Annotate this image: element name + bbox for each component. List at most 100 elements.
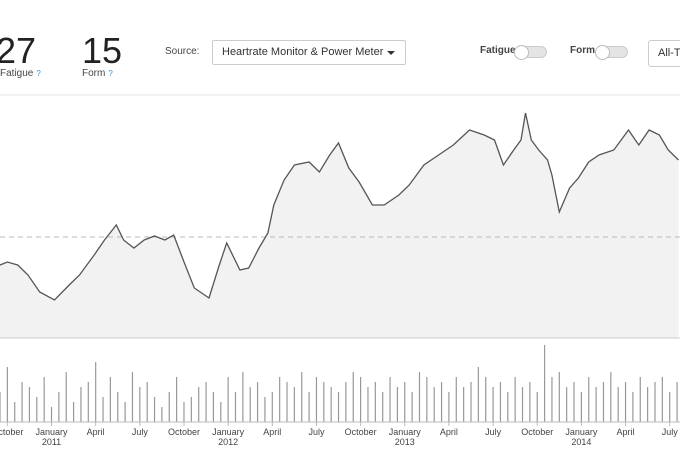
year-label: 2011 <box>42 437 61 447</box>
x-tick-label: April <box>617 427 635 437</box>
bar <box>264 397 266 422</box>
bar <box>146 382 148 422</box>
x-tick-label: July <box>308 427 325 437</box>
bar <box>411 392 413 422</box>
bar <box>543 345 546 422</box>
toggle-knob <box>595 45 610 60</box>
bar <box>676 382 678 422</box>
bar <box>418 372 421 422</box>
bar <box>580 392 582 422</box>
form-value: 15 <box>82 30 123 71</box>
toggle-form[interactable] <box>595 45 628 60</box>
bar <box>301 372 303 422</box>
bar <box>36 397 38 422</box>
bar <box>558 372 560 422</box>
bar <box>315 377 318 422</box>
area <box>0 113 679 338</box>
x-tick-label: October <box>0 427 23 437</box>
bar <box>448 392 450 422</box>
bar <box>6 367 8 422</box>
bar <box>124 402 126 422</box>
x-tick-label: October <box>345 427 377 437</box>
bar <box>337 392 340 422</box>
bar <box>389 377 391 422</box>
bar <box>382 392 384 422</box>
bar <box>72 402 75 422</box>
bar <box>183 402 185 422</box>
bar <box>661 377 663 422</box>
source-select[interactable]: Heartrate Monitor & Power Meter <box>212 40 406 65</box>
bar <box>507 392 509 422</box>
toggle-fatigue-label: Fatigue <box>480 45 516 56</box>
bar <box>102 397 104 422</box>
bar <box>433 387 435 422</box>
bar <box>521 387 524 422</box>
bar <box>404 382 406 422</box>
year-label: 2012 <box>218 437 238 447</box>
bar <box>50 407 53 422</box>
bar <box>80 387 82 422</box>
bar <box>529 382 531 422</box>
range-button[interactable]: All-T <box>648 40 680 67</box>
help-link[interactable]: ? <box>36 69 41 78</box>
bar <box>610 372 612 422</box>
bar <box>455 377 457 422</box>
bar <box>190 397 192 422</box>
bar <box>153 397 156 422</box>
x-tick-label: October <box>168 427 200 437</box>
bar <box>617 387 619 422</box>
bar <box>65 372 67 422</box>
bar <box>374 382 376 422</box>
bar <box>227 377 229 422</box>
bar <box>43 377 45 422</box>
form-label: Form <box>82 68 106 79</box>
toggle-fatigue[interactable] <box>514 45 547 60</box>
year-label: 2014 <box>571 437 591 447</box>
bar <box>205 382 207 422</box>
x-tick-label: July <box>662 427 679 437</box>
x-tick-label: January <box>565 427 598 437</box>
bar <box>95 362 97 422</box>
source-label: Source: <box>165 46 200 57</box>
bar <box>647 387 649 422</box>
bar <box>352 372 354 422</box>
bar <box>654 382 656 422</box>
bar <box>367 387 369 422</box>
source-value: Heartrate Monitor & Power Meter <box>222 46 384 58</box>
bar <box>536 392 538 422</box>
bar <box>14 402 16 422</box>
bar <box>330 387 332 422</box>
bar <box>249 387 251 422</box>
form-label-wrap: Form? <box>82 68 113 79</box>
bar <box>0 392 1 422</box>
bar <box>624 382 627 422</box>
bar <box>499 382 502 422</box>
bar <box>131 372 134 422</box>
x-tick-label: July <box>485 427 502 437</box>
x-tick-label: January <box>35 427 68 437</box>
bar <box>28 387 31 422</box>
bar <box>396 387 399 422</box>
bar <box>242 372 244 422</box>
bar <box>220 402 222 422</box>
x-tick-label: January <box>212 427 245 437</box>
bar <box>109 377 111 422</box>
bar <box>161 407 163 422</box>
x-tick-label: April <box>440 427 458 437</box>
bar <box>588 377 590 422</box>
bar <box>176 377 178 422</box>
fatigue-label: Fatigue <box>0 68 34 79</box>
x-tick-label: January <box>389 427 422 437</box>
bar <box>308 392 310 422</box>
bar <box>256 382 259 422</box>
bar <box>139 387 141 422</box>
bar <box>639 377 641 422</box>
bar <box>286 382 288 422</box>
bar <box>632 392 634 422</box>
bar <box>566 387 568 422</box>
bar <box>345 382 347 422</box>
bar <box>87 382 89 422</box>
help-link[interactable]: ? <box>108 69 113 78</box>
bar <box>595 387 597 422</box>
bar <box>426 377 428 422</box>
